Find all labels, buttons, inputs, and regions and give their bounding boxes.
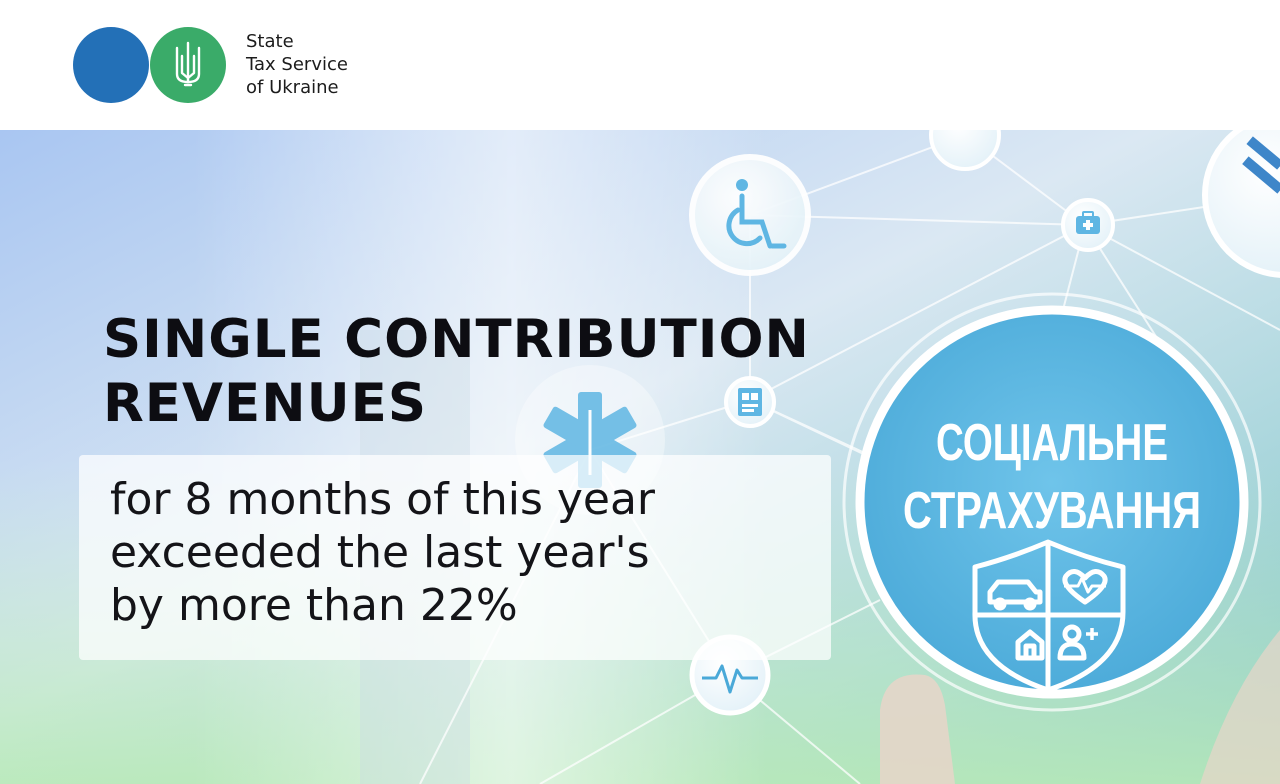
trident-icon (175, 41, 201, 87)
heart-pulse-icon (1062, 569, 1108, 605)
subtitle: for 8 months of this year exceeded the l… (110, 473, 655, 632)
logo-blue-circle (73, 27, 149, 103)
org-name-line: of Ukraine (246, 77, 339, 98)
badge-text-line-1: СОЦІАЛЬНЕ (936, 414, 1168, 472)
subtitle-panel (79, 455, 831, 660)
header: State Tax Service of Ukraine (0, 0, 1280, 130)
subtitle-line: by more than 22% (110, 580, 518, 631)
state-tax-service-logo (73, 27, 226, 103)
add-person-icon (1057, 624, 1098, 661)
org-name-line: Tax Service (246, 54, 348, 75)
insurance-shield (972, 539, 1126, 693)
car-icon (987, 579, 1043, 611)
badge-text-line-2: СТРАХУВАННЯ (903, 482, 1201, 540)
wheelchair-icon (726, 179, 787, 249)
banner: СОЦІАЛЬНЕ СТРАХУВАННЯ (0, 130, 1280, 784)
org-name: State Tax Service of Ukraine (246, 30, 348, 99)
subtitle-line: for 8 months of this year (110, 474, 656, 525)
heartbeat-icon (702, 664, 758, 694)
headline-line: SINGLE CONTRIBUTION (103, 309, 810, 370)
org-name-line: State (246, 31, 294, 52)
id-card-icon (738, 388, 762, 416)
first-aid-kit-icon (1076, 211, 1100, 234)
subtitle-line: exceeded the last year's (110, 527, 650, 578)
house-icon (1015, 629, 1045, 661)
headline: SINGLE CONTRIBUTION REVENUES (103, 308, 810, 436)
syringe-icon (1242, 136, 1280, 194)
hand (880, 674, 955, 784)
headline-line: REVENUES (103, 373, 428, 434)
